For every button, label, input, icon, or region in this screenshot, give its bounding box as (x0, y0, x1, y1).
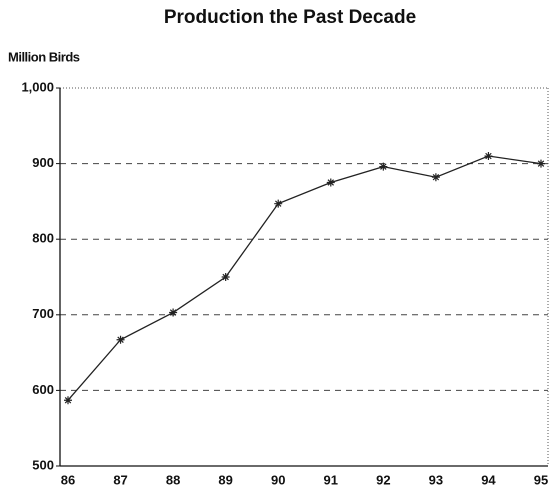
y-tick-label: 900 (32, 155, 54, 170)
data-point (537, 159, 545, 168)
x-tick-label: 91 (324, 472, 338, 487)
x-tick-label: 87 (113, 472, 127, 487)
data-point (169, 308, 178, 317)
x-tick-label: 86 (61, 472, 75, 487)
y-tick-label: 700 (32, 306, 54, 321)
y-axis-label: Million Birds (8, 49, 80, 64)
data-point (326, 178, 335, 187)
chart-title: Production the Past Decade (164, 7, 416, 28)
data-point (64, 396, 72, 405)
y-tick-label: 500 (32, 457, 54, 472)
x-tick-label: 90 (271, 472, 285, 487)
data-point (274, 199, 283, 208)
data-line (67, 155, 542, 401)
x-tick-label: 93 (429, 472, 443, 487)
data-point (116, 335, 125, 344)
data-point (484, 152, 493, 161)
x-tick-label: 94 (481, 472, 496, 487)
x-tick-label: 89 (218, 472, 232, 487)
y-tick-label: 800 (32, 231, 54, 246)
x-tick-label: 95 (534, 472, 548, 487)
x-tick-label: 92 (376, 472, 390, 487)
data-point (221, 273, 230, 281)
y-tick-label: 1,000 (21, 79, 54, 94)
y-tick-label: 600 (32, 382, 54, 397)
data-point (379, 162, 388, 171)
x-tick-label: 88 (166, 472, 180, 487)
data-point (431, 173, 440, 182)
